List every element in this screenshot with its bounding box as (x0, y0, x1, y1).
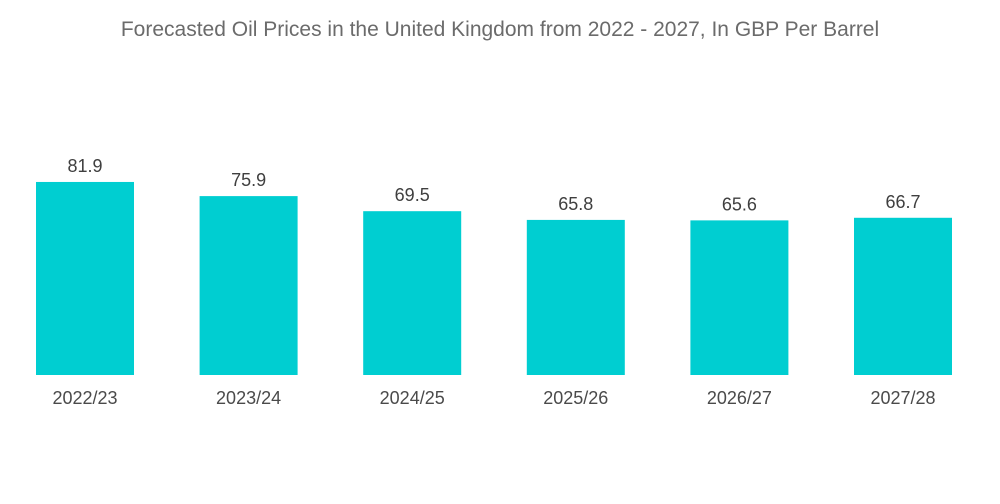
x-tick-label: 2025/26 (543, 388, 608, 408)
bar-2025-26 (526, 219, 625, 375)
data-label: 65.6 (722, 194, 757, 214)
chart-title: Forecasted Oil Prices in the United King… (120, 18, 880, 41)
x-tick-label: 2024/25 (380, 388, 445, 408)
data-label: 75.9 (231, 170, 266, 190)
bar-2022-23 (36, 181, 134, 375)
x-tick-label: 2022/23 (52, 388, 117, 408)
data-label: 69.5 (395, 185, 430, 205)
data-label: 81.9 (67, 156, 102, 176)
bar-2027-28 (854, 217, 952, 375)
data-label: 66.7 (885, 192, 920, 212)
x-tick-label: 2026/27 (707, 388, 772, 408)
bar-2024-25 (363, 211, 462, 375)
x-tick-label: 2027/28 (870, 388, 935, 408)
x-tick-label: 2023/24 (216, 388, 281, 408)
bar-2026-27 (690, 220, 789, 375)
bar-2023-24 (199, 196, 298, 375)
data-label: 65.8 (558, 194, 593, 214)
